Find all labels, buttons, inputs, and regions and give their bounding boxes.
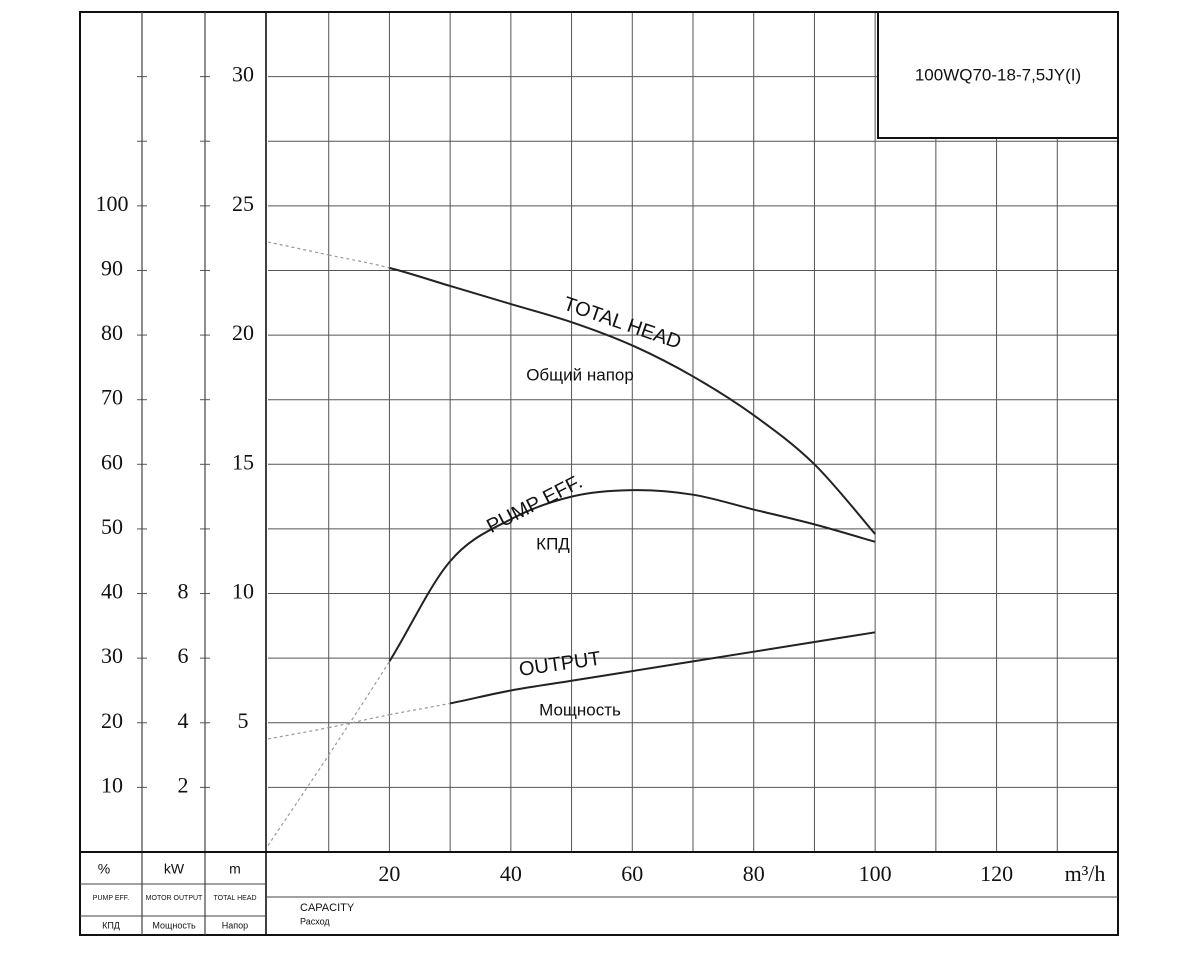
curve-segment bbox=[510, 303, 572, 324]
curve-segment bbox=[814, 523, 876, 543]
y-tick-label: 20 bbox=[232, 320, 254, 345]
curve-segment bbox=[449, 518, 512, 562]
curve-segment bbox=[510, 679, 572, 692]
curve-segment bbox=[753, 641, 815, 653]
axis-name-ru: КПД bbox=[102, 920, 120, 930]
curve-segment bbox=[631, 344, 694, 378]
y2-tick-label: 70 bbox=[101, 385, 123, 410]
x-axis-name: CAPACITY bbox=[300, 902, 355, 914]
y2-tick-label: 20 bbox=[101, 708, 123, 733]
x-tick-label: 80 bbox=[743, 861, 765, 886]
y3-tick-label: 8 bbox=[178, 579, 189, 604]
curve-segment bbox=[814, 631, 876, 643]
curve-segment bbox=[510, 495, 572, 521]
curve-segment bbox=[692, 650, 754, 663]
curve-label-ru: Общий напор bbox=[526, 365, 634, 384]
y-tick-label: 15 bbox=[232, 449, 254, 474]
axis-name: PUMP EFF. bbox=[93, 895, 129, 902]
y2-tick-label: 30 bbox=[101, 643, 123, 668]
curve-segment bbox=[389, 702, 451, 716]
y3-tick-label: 2 bbox=[178, 772, 189, 797]
x-tick-label: 40 bbox=[500, 861, 522, 886]
curve-label-ru: Мощность bbox=[539, 700, 621, 719]
curve-segment bbox=[753, 414, 816, 466]
x-tick-label: 60 bbox=[621, 861, 643, 886]
curve-segment bbox=[267, 241, 329, 256]
axis-unit: kW bbox=[164, 861, 185, 877]
axis-name: MOTOR OUTPUT bbox=[146, 895, 203, 902]
curve-segment bbox=[328, 661, 390, 756]
title-box bbox=[877, 11, 1119, 139]
curve-segment bbox=[389, 266, 451, 287]
y2-tick-label: 40 bbox=[101, 579, 123, 604]
y3-tick-label: 4 bbox=[178, 708, 189, 733]
curve-segment bbox=[571, 489, 633, 498]
y-tick-label: 25 bbox=[232, 191, 254, 216]
axis-name: TOTAL HEAD bbox=[213, 895, 256, 902]
y2-tick-label: 60 bbox=[101, 449, 123, 474]
x-tick-label: 20 bbox=[378, 861, 400, 886]
axis-name-ru: Напор bbox=[222, 920, 248, 930]
y3-tick-label: 6 bbox=[178, 643, 189, 668]
axis-name-ru: Мощность bbox=[152, 920, 196, 930]
x-axis-unit: m³/h bbox=[1065, 861, 1106, 886]
x-tick-label: 100 bbox=[859, 861, 892, 886]
y-tick-label: 10 bbox=[232, 579, 254, 604]
curve-segment bbox=[632, 660, 694, 673]
y2-tick-label: 80 bbox=[101, 320, 123, 345]
curve-segment bbox=[813, 463, 876, 535]
chart-title: 100WQ70-18-7,5JY(I) bbox=[915, 65, 1081, 84]
y-tick-label: 5 bbox=[238, 708, 249, 733]
x-tick-label: 120 bbox=[980, 861, 1013, 886]
x-axis-name-ru: Расход bbox=[300, 916, 330, 926]
curve-segment bbox=[449, 285, 512, 306]
y2-tick-label: 10 bbox=[101, 772, 123, 797]
curve-segment bbox=[632, 489, 694, 496]
curve-segment bbox=[692, 493, 754, 511]
axis-unit: % bbox=[98, 861, 110, 877]
curve-segment bbox=[571, 670, 633, 682]
curve-segment bbox=[449, 689, 512, 705]
y-tick-label: 30 bbox=[232, 62, 254, 87]
frame bbox=[79, 11, 1119, 936]
curve-segment bbox=[692, 375, 755, 417]
curve-segment bbox=[328, 714, 390, 729]
curve-segment bbox=[328, 254, 390, 269]
y2-tick-label: 100 bbox=[96, 191, 129, 216]
y2-tick-label: 90 bbox=[101, 256, 123, 281]
curve-segment bbox=[267, 727, 329, 740]
curve-segment bbox=[753, 508, 815, 526]
curve-label-ru: КПД bbox=[536, 534, 570, 553]
curve-segment bbox=[388, 560, 451, 662]
curve-segment bbox=[571, 321, 633, 347]
curve-segment bbox=[267, 754, 330, 846]
axis-unit: m bbox=[229, 861, 241, 877]
y2-tick-label: 50 bbox=[101, 514, 123, 539]
